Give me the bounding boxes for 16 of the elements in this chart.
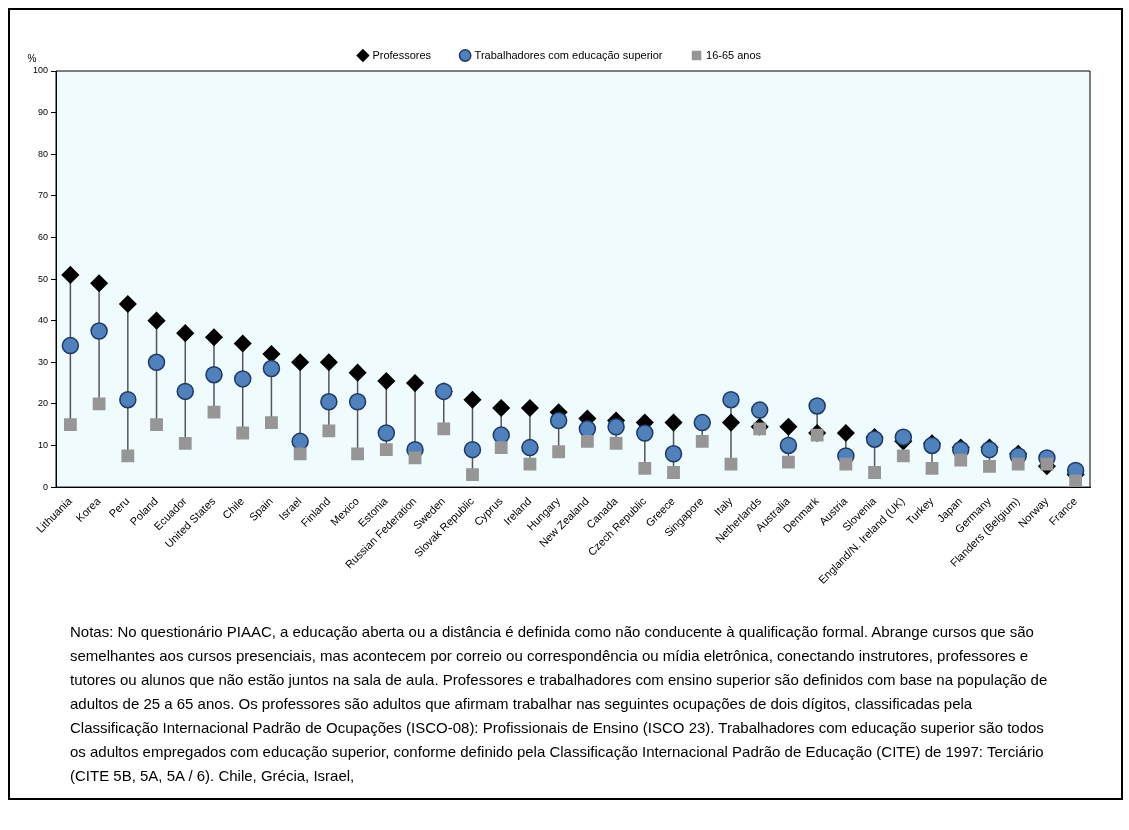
legend-label: Trabalhadores com educação superior [474, 48, 663, 61]
y-tick-label: 90 [38, 107, 49, 118]
legend-label: 16-65 anos [706, 48, 762, 61]
y-axis-title: % [27, 52, 37, 64]
y-tick-label: 70 [38, 190, 49, 201]
y-tick-label: 60 [38, 231, 49, 242]
y-tick-label: 50 [38, 273, 49, 284]
y-tick-label: 80 [38, 148, 49, 159]
y-tick-label: 0 [43, 481, 49, 492]
y-tick-label: 30 [38, 356, 49, 367]
y-tick-label: 100 [32, 65, 49, 76]
y-tick-label: 20 [38, 398, 49, 409]
y-tick-label: 40 [38, 315, 49, 326]
legend-label: Professores [372, 48, 432, 61]
text: Notas: No questionário PIAAC, a educação aberta ou a distância é definida como não conducente à qualificação formal. Abrange cursos que são semelhantes aos cursos presenciais, mas acontecem por correio ou correspondência ou mídia eletrônica, conectando instrutores, professores e tutores ou alunos que não estão juntos na sala de aula. Professores e trabalhadores com ensino superior são definidos com base na população de adultos de 25 a 65 anos. Os professores são adultos que afirmam trabalhar nas seguintes ocupações de dois dígitos, classificadas pela Classificação Internacional Padrão de Ocupações (ISCO-08): Profissionais de Ensino (ISCO 23). Trabalhadores com educação superior são todos os adultos empregados com educação superior, conforme definido pela Classificação Internacional Padrão de Educação (CITE) de 1997: Terciário (CITE 5B, 5A, 5A / 6). Chile, Grécia, Israel, [70, 622, 1049, 786]
y-tick-label: 10 [38, 439, 49, 450]
